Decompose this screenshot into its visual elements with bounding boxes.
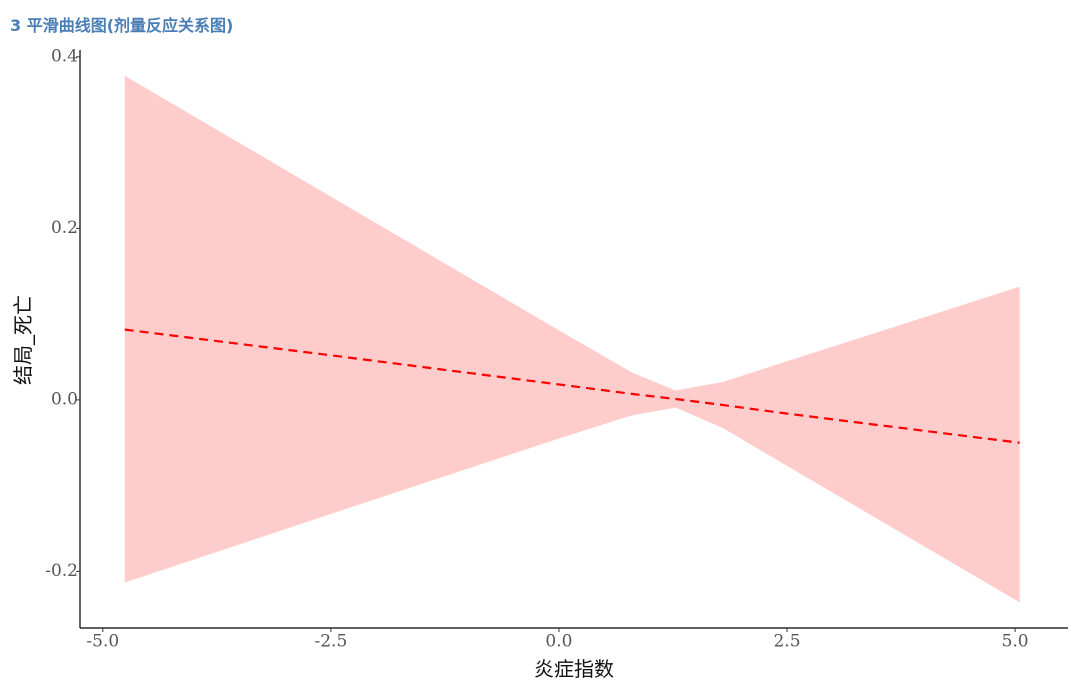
x-tick-label: 5.0	[1002, 632, 1029, 652]
chart-title: 3 平滑曲线图(剂量反应关系图)	[10, 16, 233, 35]
x-tick-label: 2.5	[773, 632, 800, 652]
confidence-band	[124, 75, 1020, 603]
y-tick-label: 0.4	[51, 46, 78, 66]
y-tick-label: 0.2	[51, 218, 78, 238]
y-tick-label: 0.0	[51, 389, 78, 409]
y-axis-title: 结局_死亡	[11, 295, 35, 385]
x-axis-title: 炎症指数	[534, 657, 614, 681]
fit-line	[124, 328, 1020, 444]
x-tick-label: 0.0	[545, 632, 572, 652]
y-tick-label: -0.2	[45, 561, 78, 581]
x-tick-label: -5.0	[86, 632, 119, 652]
x-tick-label: -2.5	[314, 632, 347, 652]
